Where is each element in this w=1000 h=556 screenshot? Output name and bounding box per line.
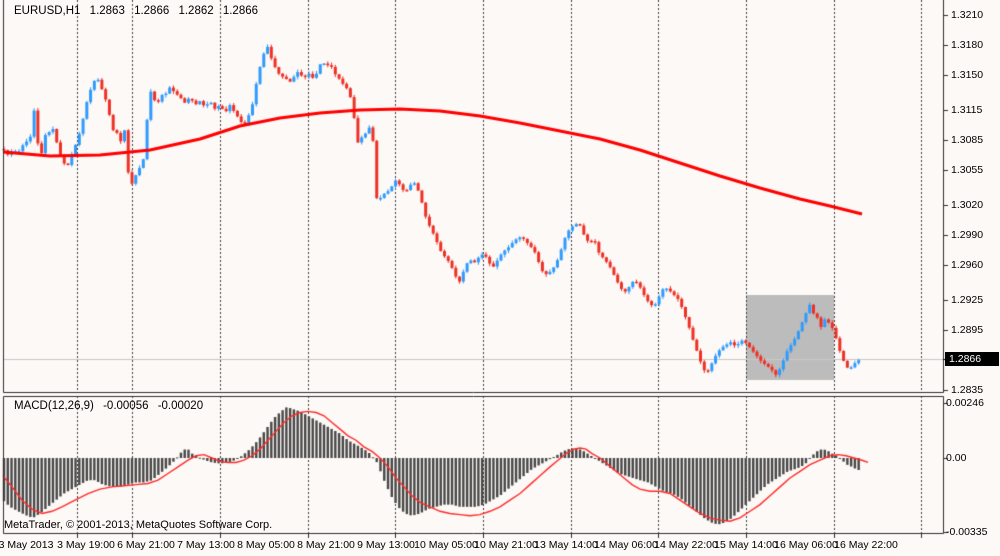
current-price-badge: 1.2866 <box>945 352 999 366</box>
price-axis-label: 1.2835 <box>951 384 984 396</box>
time-axis-label: 15 May 14:00 <box>714 539 778 551</box>
macd-signal-value: -0.00020 <box>157 400 204 412</box>
time-axis-label: 8 May 05:00 <box>237 539 295 551</box>
chart-header: EURUSD,H1 1.2863 1.2866 1.2862 1.2866 <box>14 5 264 18</box>
time-axis-label: 3 May 19:00 <box>57 539 115 551</box>
price-axis-label: 1.2960 <box>951 259 984 271</box>
quote-high: 1.2866 <box>134 5 170 17</box>
quote-low: 1.2862 <box>178 5 214 17</box>
symbol-timeframe-label: EURUSD,H1 <box>14 5 81 17</box>
time-axis-label: 3 May 2013 <box>0 539 54 551</box>
price-axis-label: 1.3020 <box>951 199 984 211</box>
price-axis-label: 1.3115 <box>951 104 983 116</box>
time-axis-label: 16 May 06:00 <box>774 539 838 551</box>
price-axis-label: 1.2925 <box>951 294 984 306</box>
macd-axis-label: 0.00246 <box>946 397 984 409</box>
price-axis-label: 1.3085 <box>951 134 984 146</box>
price-axis-label: 1.2895 <box>951 324 984 336</box>
quote-close: 1.2866 <box>222 5 259 17</box>
time-axis-label: 10 May 21:00 <box>474 539 538 551</box>
price-axis-label: 1.3210 <box>951 9 984 21</box>
time-axis-label: 13 May 14:00 <box>534 539 598 551</box>
price-axis-label: 1.3055 <box>951 164 984 176</box>
macd-axis-label: 0.00 <box>946 452 967 464</box>
copyright-watermark: MetaTrader, © 2001-2013, MetaQuotes Soft… <box>4 519 273 531</box>
price-axis-label: 1.3180 <box>951 39 984 51</box>
time-axis-label: 9 May 13:00 <box>357 539 415 551</box>
time-axis-label: 16 May 22:00 <box>834 539 898 551</box>
time-axis-label: 14 May 22:00 <box>654 539 718 551</box>
time-axis-label: 8 May 21:00 <box>297 539 355 551</box>
macd-header: MACD(12,26,9) -0.00056 -0.00020 <box>14 400 209 413</box>
macd-axis-label: -0.00335 <box>946 526 988 538</box>
time-axis-label: 7 May 13:00 <box>177 539 235 551</box>
time-axis-label: 10 May 05:00 <box>414 539 478 551</box>
quote-open: 1.2863 <box>89 5 125 17</box>
price-axis-label: 1.2990 <box>951 229 984 241</box>
macd-indicator-label: MACD(12,26,9) <box>14 400 94 412</box>
macd-value: -0.00056 <box>103 400 149 412</box>
time-axis-label: 14 May 06:00 <box>594 539 658 551</box>
time-axis-label: 6 May 21:00 <box>117 539 175 551</box>
price-axis-label: 1.3150 <box>951 69 984 81</box>
